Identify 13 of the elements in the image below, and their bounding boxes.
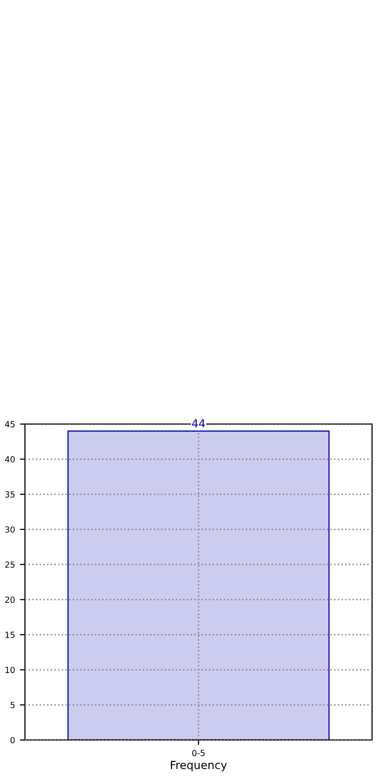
y-tick-label: 10: [6, 666, 15, 674]
y-tick-label: 40: [5, 456, 15, 462]
x-tick-label: 0-5: [192, 750, 205, 756]
y-tick-label: 15: [6, 632, 15, 638]
y-tick-label: 5: [10, 702, 15, 708]
data-label: 44: [192, 419, 205, 428]
y-tick-label: 35: [5, 491, 15, 498]
y-tick-label: 20: [5, 596, 15, 603]
y-tick-label: 45: [5, 421, 15, 428]
y-tick-label: 0: [10, 736, 15, 744]
y-tick-label: 25: [5, 561, 15, 568]
x-axis-title: Frequency: [170, 760, 227, 772]
y-tick-label: 30: [5, 526, 15, 533]
